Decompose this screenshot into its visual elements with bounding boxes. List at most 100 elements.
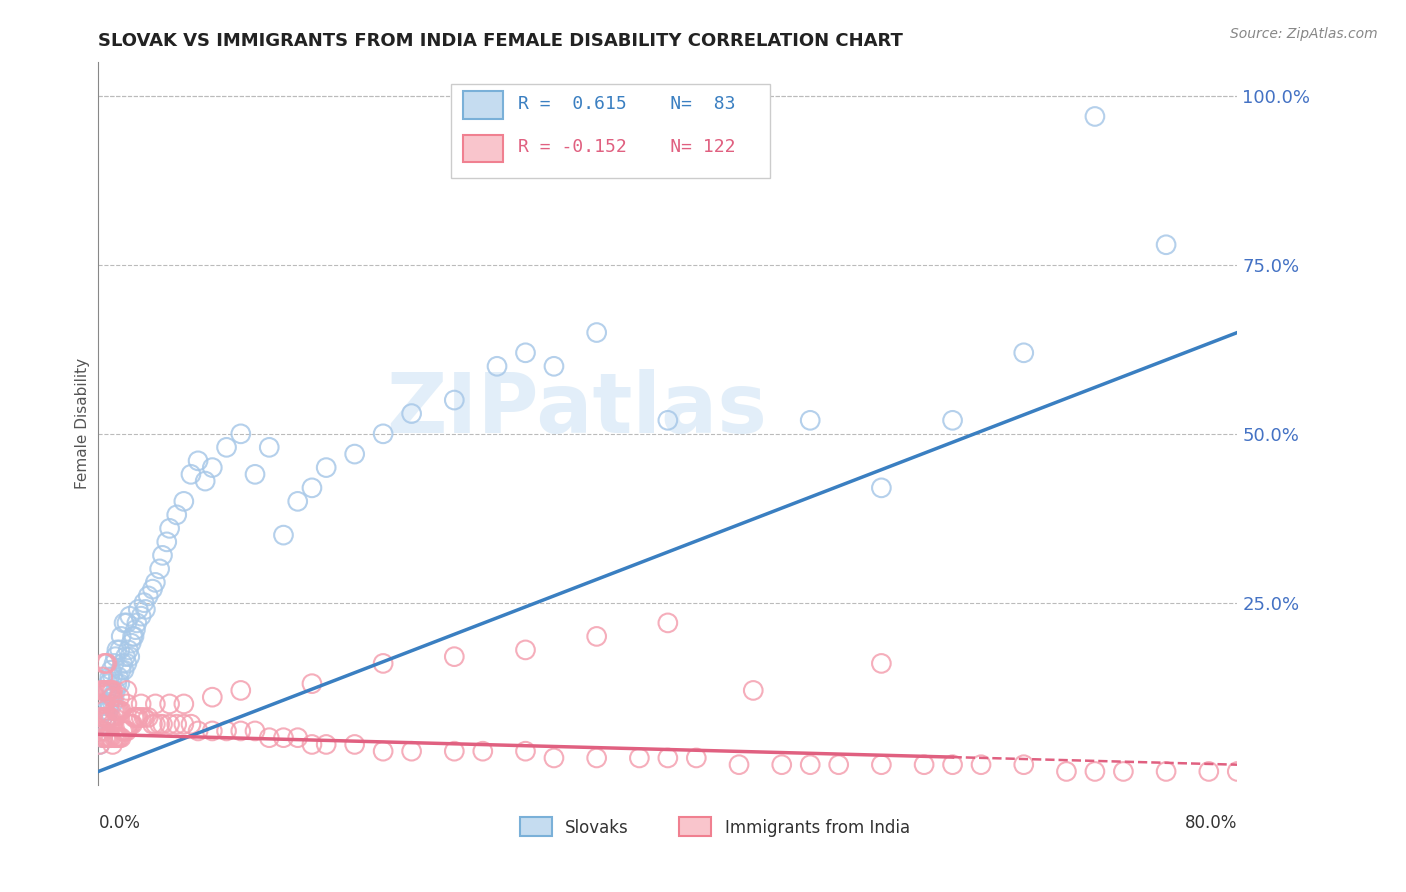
Point bbox=[942, 413, 965, 427]
Point bbox=[1154, 764, 1177, 779]
Point bbox=[100, 663, 122, 677]
Point bbox=[273, 528, 295, 542]
Bar bbox=[679, 817, 711, 836]
Point bbox=[91, 710, 114, 724]
Point bbox=[112, 615, 135, 630]
Point bbox=[110, 663, 132, 677]
Point bbox=[101, 717, 124, 731]
Point bbox=[173, 697, 195, 711]
Point bbox=[94, 731, 117, 745]
Point bbox=[145, 575, 167, 590]
Point bbox=[243, 723, 266, 738]
Point bbox=[259, 731, 281, 745]
Text: 80.0%: 80.0% bbox=[1185, 814, 1237, 832]
FancyBboxPatch shape bbox=[451, 84, 770, 178]
Point bbox=[152, 717, 174, 731]
Point bbox=[121, 629, 143, 643]
Point bbox=[124, 710, 146, 724]
Point bbox=[287, 494, 309, 508]
Point bbox=[100, 683, 122, 698]
Point bbox=[132, 596, 155, 610]
Point bbox=[90, 683, 112, 698]
Point bbox=[112, 723, 135, 738]
Point bbox=[159, 521, 181, 535]
Point bbox=[93, 657, 115, 671]
Point bbox=[111, 723, 134, 738]
Point bbox=[194, 474, 217, 488]
Point bbox=[543, 359, 565, 374]
Point bbox=[91, 710, 114, 724]
Point bbox=[94, 717, 117, 731]
Point bbox=[515, 643, 537, 657]
Point bbox=[187, 454, 209, 468]
Point bbox=[970, 757, 993, 772]
Point bbox=[149, 562, 172, 576]
Point bbox=[97, 676, 120, 690]
Point bbox=[315, 738, 337, 752]
Point bbox=[301, 481, 323, 495]
Point bbox=[125, 615, 148, 630]
Bar bbox=[520, 817, 551, 836]
Point bbox=[105, 731, 128, 745]
Point bbox=[628, 751, 651, 765]
Point bbox=[103, 731, 125, 745]
Point bbox=[912, 757, 935, 772]
Point bbox=[401, 744, 423, 758]
Point bbox=[96, 683, 118, 698]
Point bbox=[96, 731, 118, 745]
Point bbox=[125, 710, 148, 724]
Point bbox=[93, 723, 115, 738]
Point bbox=[94, 710, 117, 724]
Point bbox=[100, 690, 122, 705]
Text: Source: ZipAtlas.com: Source: ZipAtlas.com bbox=[1230, 27, 1378, 41]
Point bbox=[97, 710, 120, 724]
Point bbox=[101, 738, 124, 752]
Point bbox=[159, 717, 181, 731]
Point bbox=[187, 723, 209, 738]
Point bbox=[373, 744, 395, 758]
Point bbox=[152, 549, 174, 563]
Point bbox=[98, 670, 121, 684]
Point bbox=[166, 717, 188, 731]
Point bbox=[105, 643, 128, 657]
Point bbox=[122, 629, 145, 643]
Bar bbox=[463, 91, 503, 119]
Point bbox=[110, 629, 132, 643]
Point bbox=[443, 649, 465, 664]
Point bbox=[443, 393, 465, 408]
Point bbox=[828, 757, 851, 772]
Point bbox=[117, 643, 139, 657]
Point bbox=[129, 710, 152, 724]
Point bbox=[96, 710, 118, 724]
Point bbox=[471, 744, 494, 758]
Point bbox=[118, 649, 141, 664]
Point bbox=[229, 426, 252, 441]
Point bbox=[104, 731, 127, 745]
Point bbox=[120, 717, 142, 731]
Point bbox=[110, 704, 132, 718]
Point bbox=[104, 649, 127, 664]
Point bbox=[156, 534, 179, 549]
Text: ZIPatlas: ZIPatlas bbox=[387, 368, 768, 450]
Point bbox=[107, 731, 129, 745]
Point bbox=[115, 615, 138, 630]
Point bbox=[103, 690, 125, 705]
Text: R =  0.615    N=  83: R = 0.615 N= 83 bbox=[517, 95, 735, 113]
Point bbox=[120, 636, 142, 650]
Point bbox=[149, 717, 172, 731]
Point bbox=[1198, 764, 1220, 779]
Point bbox=[486, 359, 509, 374]
Point bbox=[98, 731, 121, 745]
Point bbox=[136, 710, 159, 724]
Point bbox=[112, 663, 135, 677]
Point bbox=[1056, 764, 1078, 779]
Point bbox=[201, 460, 224, 475]
Point bbox=[121, 717, 143, 731]
Point bbox=[201, 723, 224, 738]
Point bbox=[870, 481, 893, 495]
Point bbox=[114, 649, 136, 664]
Point bbox=[97, 731, 120, 745]
Point bbox=[91, 683, 114, 698]
Point bbox=[108, 704, 131, 718]
Point bbox=[98, 697, 121, 711]
